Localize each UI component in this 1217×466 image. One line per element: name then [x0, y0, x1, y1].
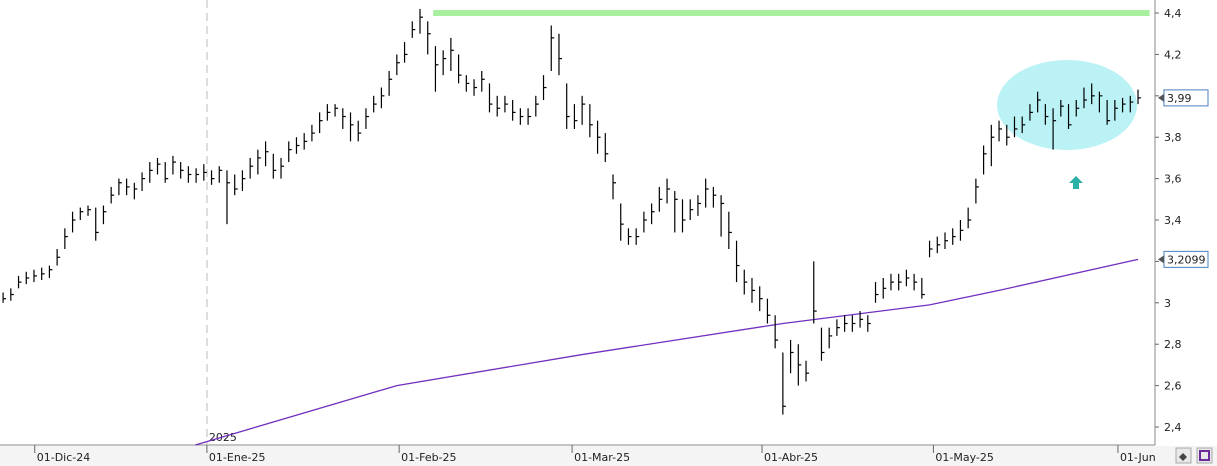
y-tick-label: 3,6 [1164, 173, 1182, 186]
moving-average [195, 258, 1139, 446]
price-label-pointer [1158, 93, 1164, 102]
price-label: 3,99 [1167, 92, 1192, 105]
y-tick-label: 3 [1164, 297, 1171, 310]
y-tick-label: 4,2 [1164, 48, 1182, 61]
highlight-ellipse [997, 60, 1137, 150]
x-tick-label: 01-Abr-25 [764, 451, 818, 464]
window-icons [1175, 447, 1213, 464]
price-label-pointer [1158, 255, 1164, 264]
arrow-up [1069, 176, 1083, 189]
x-tick-label: 01-Jun [1120, 451, 1156, 464]
y-tick-label: 3,4 [1164, 214, 1182, 227]
y-tick-label: 3,8 [1164, 131, 1182, 144]
y-tick-label: 2,4 [1164, 421, 1182, 434]
x-tick-label: 01-Mar-25 [574, 451, 630, 464]
x-tick-label: 01-May-25 [935, 451, 993, 464]
x-tick-label: 01-Feb-25 [401, 451, 456, 464]
x-axis-strip [0, 446, 1217, 466]
y-tick-label: 2,8 [1164, 338, 1182, 351]
x-tick-label: 01-Ene-25 [209, 451, 266, 464]
x-tick-label: 01-Dic-24 [37, 451, 91, 464]
icon [1199, 450, 1210, 461]
y-tick-label: 2,6 [1164, 380, 1182, 393]
price-label: 3,2099 [1167, 253, 1206, 266]
icon [1179, 453, 1187, 461]
y-tick-label: 4,4 [1164, 7, 1182, 20]
